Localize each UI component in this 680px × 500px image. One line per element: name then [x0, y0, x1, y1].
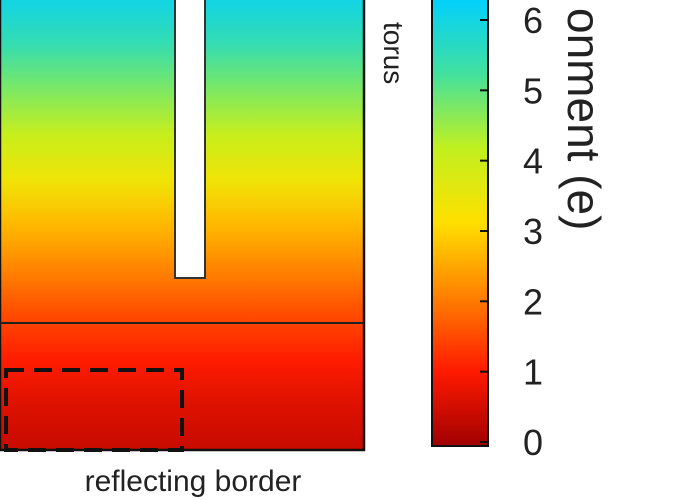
colorbar-tick-label: 0	[523, 422, 543, 463]
colorbar-tick-label: 5	[523, 70, 543, 111]
colorbar-label: onment (e)	[558, 8, 610, 230]
colorbar-tick-label: 3	[523, 211, 543, 252]
heatmap-panel	[0, 0, 366, 452]
side-label-torus: torus	[378, 22, 409, 84]
inserted-rod	[174, 0, 206, 279]
colorbar-fill	[431, 0, 489, 447]
colorbar: 0 1 2 3 4 5 6	[431, 0, 543, 463]
colorbar-ticks: 0 1 2 3 4 5 6	[480, 0, 543, 463]
colorbar-tick-label: 1	[523, 352, 543, 393]
colorbar-tick-label: 6	[523, 0, 543, 41]
colorbar-tick-label: 2	[523, 281, 543, 322]
dashed-region	[4, 368, 184, 452]
bottom-label: reflecting border	[85, 465, 302, 498]
colorbar-tick-label: 4	[523, 141, 543, 182]
